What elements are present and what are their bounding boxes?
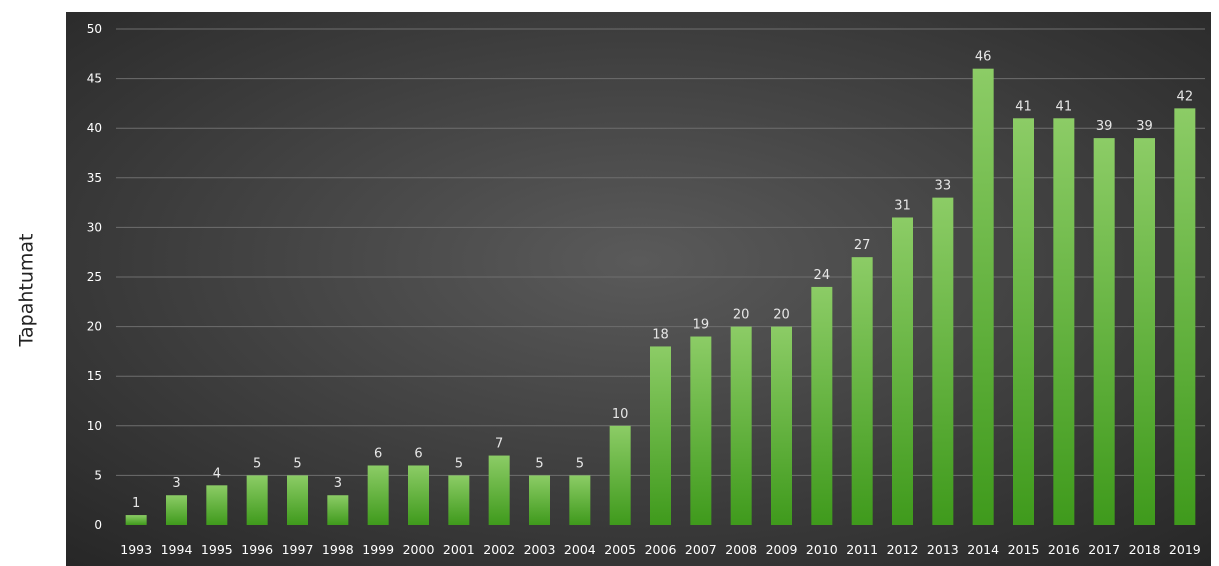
gridlines [116, 28, 1205, 476]
data-label-1994: 3 [172, 476, 180, 491]
x-tick-label-1994: 1994 [161, 542, 193, 557]
bar-2003 [529, 475, 550, 525]
bar-2002 [488, 455, 510, 525]
y-tick-label: 0 [94, 518, 102, 532]
bar-2006 [650, 346, 671, 525]
x-tick-label-2001: 2001 [443, 542, 475, 557]
data-label-2009: 20 [773, 308, 790, 323]
bar-1995 [206, 485, 228, 525]
data-label-2017: 39 [1096, 119, 1113, 134]
bars [125, 68, 1196, 526]
data-label-2016: 41 [1056, 99, 1073, 114]
data-label-1998: 3 [334, 476, 342, 491]
y-tick-label: 5 [94, 468, 102, 482]
bar-2015 [1013, 118, 1034, 525]
x-tick-label-2010: 2010 [806, 542, 838, 557]
data-label-2004: 5 [576, 456, 584, 471]
bar-2004 [569, 475, 591, 525]
bar-2005 [609, 425, 631, 525]
x-tick-label-1997: 1997 [282, 542, 314, 557]
y-axis-ticks: 0 5 10 15 20 25 30 35 40 45 50 [87, 22, 102, 532]
y-tick-label: 35 [87, 171, 102, 185]
data-label-2015: 41 [1015, 99, 1032, 114]
bar-1998 [327, 495, 349, 525]
bar-2016 [1053, 118, 1075, 525]
x-tick-label-2002: 2002 [483, 542, 515, 557]
bar-2010 [811, 286, 833, 525]
y-tick-label: 50 [87, 22, 102, 36]
x-tick-label-2007: 2007 [685, 542, 717, 557]
bar-1994 [166, 495, 187, 525]
chart-background [66, 12, 1211, 566]
data-label-2018: 39 [1136, 119, 1153, 134]
x-tick-label-1995: 1995 [201, 542, 233, 557]
y-tick-label: 40 [87, 121, 102, 135]
data-label-2010: 24 [814, 268, 831, 283]
bar-1993 [125, 515, 147, 525]
data-label-2005: 10 [612, 407, 629, 422]
data-label-1999: 6 [374, 446, 382, 461]
bar-2001 [448, 475, 470, 525]
x-tick-label-1999: 1999 [362, 542, 394, 557]
y-tick-label: 15 [87, 369, 102, 383]
bar-2007 [690, 336, 712, 525]
x-tick-label-2018: 2018 [1129, 542, 1161, 557]
y-tick-label: 10 [87, 419, 102, 433]
bar-1997 [287, 475, 308, 525]
bar-2017 [1093, 138, 1115, 525]
data-label-2013: 33 [935, 179, 952, 194]
data-label-2003: 5 [535, 456, 543, 471]
x-axis-ticks: 1993 1994 1995 1996 1997 1998 1999 2000 2001 2002… [120, 542, 1201, 557]
bar-2013 [932, 197, 954, 525]
x-tick-label-2019: 2019 [1169, 542, 1201, 557]
x-tick-label-2005: 2005 [604, 542, 636, 557]
data-label-1997: 5 [293, 456, 301, 471]
y-tick-label: 30 [87, 220, 102, 234]
bar-2008 [730, 326, 752, 525]
x-tick-label-2006: 2006 [645, 542, 677, 557]
data-label-2012: 31 [894, 198, 911, 213]
data-label-2019: 42 [1177, 89, 1194, 104]
data-label-2000: 6 [414, 446, 422, 461]
data-label-2014: 46 [975, 50, 992, 65]
data-label-1995: 4 [213, 466, 221, 481]
y-tick-label: 20 [87, 320, 102, 334]
y-tick-label: 45 [87, 72, 102, 86]
data-label-2008: 20 [733, 308, 750, 323]
data-label-2011: 27 [854, 238, 871, 253]
x-tick-label-1996: 1996 [241, 542, 273, 557]
x-tick-label-2015: 2015 [1008, 542, 1040, 557]
x-tick-label-2009: 2009 [766, 542, 798, 557]
data-label-2007: 19 [693, 318, 710, 333]
x-tick-label-1998: 1998 [322, 542, 354, 557]
data-labels: 1 3 4 5 5 3 6 6 5 7 5 5 10 18 19 20 20 24 27 31 33 46 41 41 39 39… [132, 50, 1193, 511]
data-label-1996: 5 [253, 456, 261, 471]
x-tick-label-2011: 2011 [846, 542, 878, 557]
bar-2018 [1134, 138, 1155, 525]
bar-2009 [771, 326, 792, 525]
x-tick-label-2013: 2013 [927, 542, 959, 557]
x-tick-label-1993: 1993 [120, 542, 152, 557]
x-tick-label-2008: 2008 [725, 542, 757, 557]
data-label-1993: 1 [132, 496, 140, 511]
bar-2011 [851, 257, 873, 525]
y-tick-label: 25 [87, 270, 102, 284]
x-tick-label-2004: 2004 [564, 542, 596, 557]
data-label-2001: 5 [455, 456, 463, 471]
x-tick-label-2000: 2000 [403, 542, 435, 557]
x-tick-label-2014: 2014 [967, 542, 999, 557]
bar-1996 [246, 475, 268, 525]
data-label-2006: 18 [652, 327, 669, 342]
bar-1999 [367, 465, 389, 525]
bar-2012 [892, 217, 913, 526]
x-tick-label-2003: 2003 [524, 542, 556, 557]
x-tick-label-2012: 2012 [887, 542, 919, 557]
x-tick-label-2016: 2016 [1048, 542, 1080, 557]
x-tick-label-2017: 2017 [1088, 542, 1120, 557]
bar-2019 [1174, 108, 1196, 526]
bar-2014 [972, 68, 994, 526]
data-label-2002: 7 [495, 437, 503, 452]
bar-2000 [408, 465, 429, 525]
